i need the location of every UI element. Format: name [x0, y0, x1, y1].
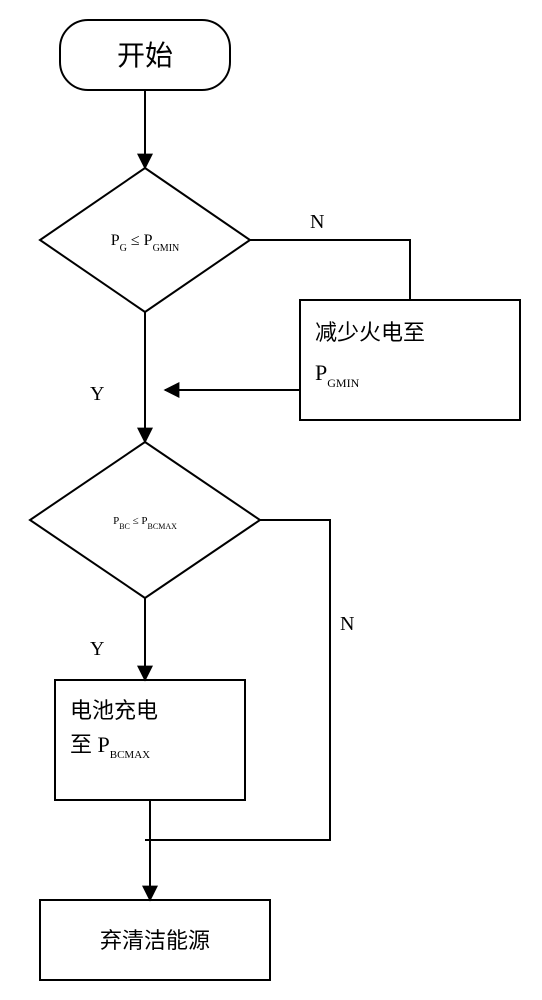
edge-label-y2: Y — [90, 638, 104, 660]
start-label: 开始 — [117, 40, 173, 72]
process-reduce-thermal — [300, 300, 520, 420]
process-reduce-line1: 减少火电至 — [315, 320, 425, 345]
process-discard-label: 弃清洁能源 — [100, 928, 210, 953]
edge-label-n1: N — [310, 211, 324, 233]
edge-label-n2: N — [340, 613, 354, 635]
edge-label-y1: Y — [90, 383, 104, 405]
process-charge-line1: 电池充电 — [70, 698, 158, 723]
edge-dec1-reduce — [250, 240, 410, 300]
